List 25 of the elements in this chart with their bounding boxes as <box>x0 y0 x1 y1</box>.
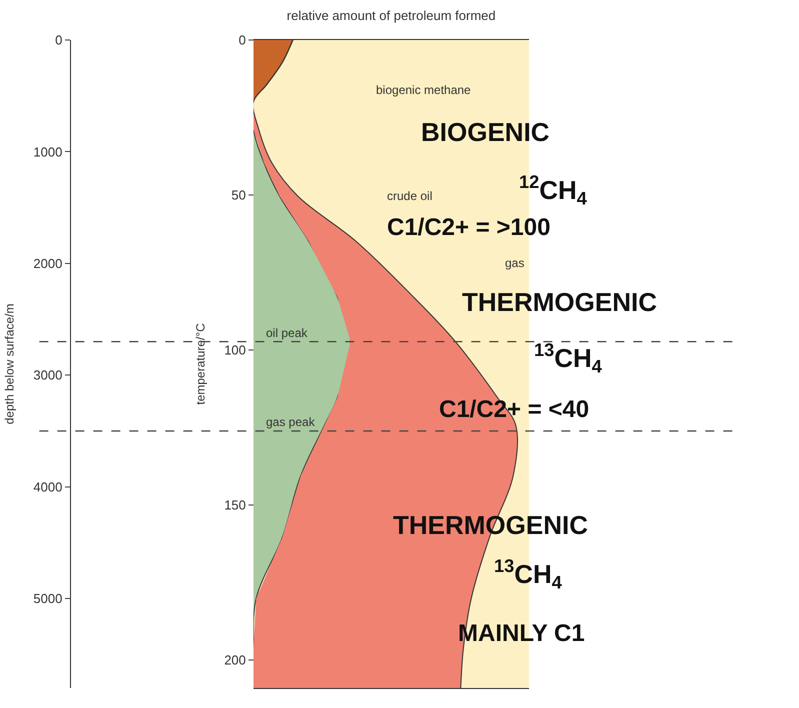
text: crude oil <box>387 189 432 203</box>
ref-line-label: gas peak <box>266 415 316 429</box>
annotation: $^{13}$CH$_{4}$ <box>494 556 563 592</box>
y-tick-label: 3000 <box>33 368 62 383</box>
text: gas <box>505 256 524 270</box>
y-tick-label: 2000 <box>33 256 62 271</box>
y2-tick-label: 0 <box>238 32 246 48</box>
y2-tick-label: 200 <box>224 652 246 668</box>
annotation: THERMOGENIC <box>462 287 658 317</box>
text: $^{13}$CH$_{4}$ <box>534 340 603 376</box>
ref-line-label: oil peak <box>266 326 308 340</box>
y2-tick-label: 100 <box>224 342 246 358</box>
text: $^{12}$CH$_{4}$ <box>519 172 588 208</box>
y-tick-label: 0 <box>55 32 62 48</box>
y2-tick-label: 150 <box>224 498 246 513</box>
text: biogenic methane <box>376 83 472 97</box>
y-axis-title: depth below surface/m <box>2 304 17 424</box>
y2-axis-title: temperature/°C <box>193 322 208 405</box>
annotation: BIOGENIC <box>421 117 550 147</box>
y-tick-label: 5000 <box>33 591 62 606</box>
y2-tick-label: 50 <box>231 188 246 203</box>
x-axis-title: relative amount of petroleum formed <box>286 8 496 23</box>
y-tick-label: 4000 <box>33 479 62 494</box>
y-tick-label: 1000 <box>33 144 62 160</box>
annotation: C1/C2+ = >100 <box>387 214 550 241</box>
